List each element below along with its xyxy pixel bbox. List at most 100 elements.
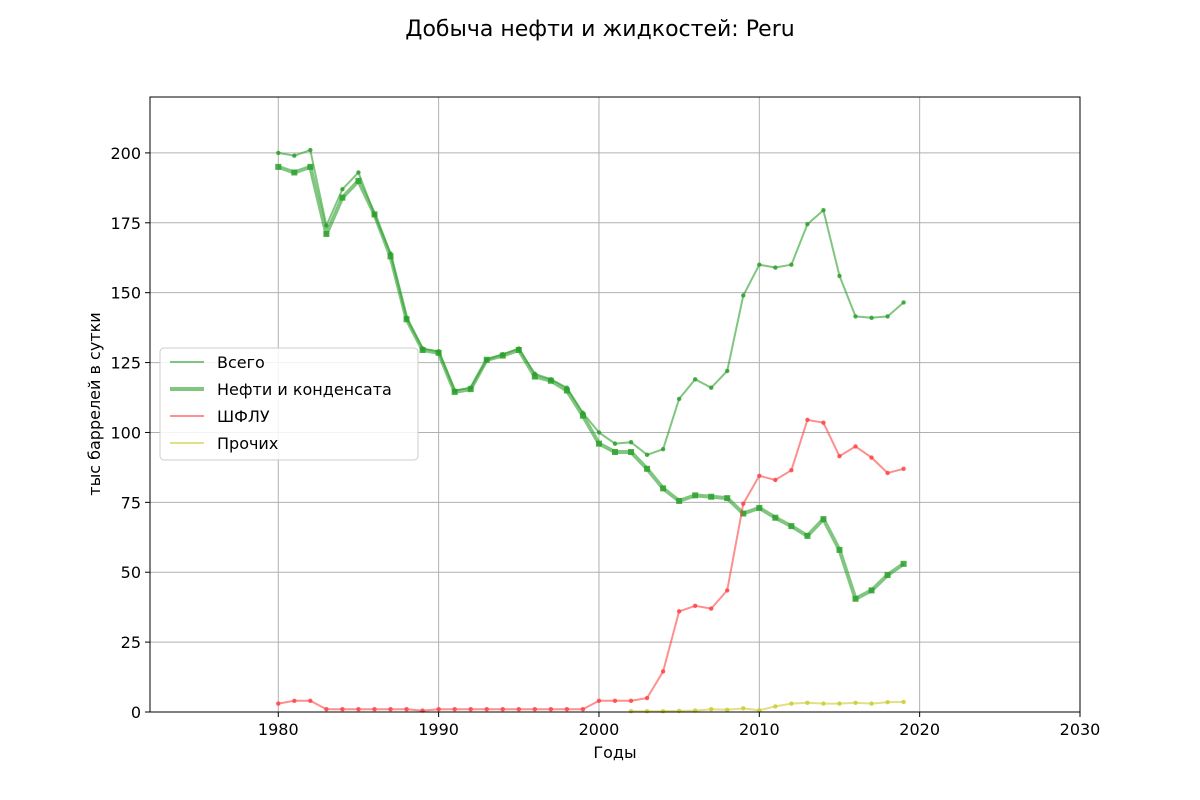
plot-frame [149, 96, 1081, 713]
data-point [355, 177, 362, 184]
y-tick-label: 200 [110, 144, 141, 163]
data-point [709, 707, 714, 712]
series-line [631, 700, 904, 713]
data-point [788, 523, 795, 530]
data-point [356, 707, 361, 712]
data-point [564, 707, 570, 712]
data-point [499, 352, 506, 359]
x-tick-label: 2000 [579, 720, 620, 739]
data-point [708, 493, 715, 500]
data-point [468, 707, 473, 712]
data-point [532, 707, 538, 712]
data-point [307, 163, 314, 170]
legend-item: ШФЛУ [170, 407, 270, 426]
data-point [725, 707, 730, 712]
axis-ticks: 1980 1990 2000 2010 2020 2030 0 25 50 75 100 125 150… [110, 144, 1100, 739]
data-point [324, 707, 329, 712]
data-point [676, 396, 682, 402]
data-point [516, 707, 521, 712]
data-point [692, 377, 698, 382]
data-point [660, 485, 667, 492]
series-2 [276, 417, 906, 713]
data-point [548, 707, 554, 712]
data-point [709, 385, 714, 390]
data-point [789, 262, 794, 267]
plot-area [275, 147, 907, 714]
data-point [388, 707, 393, 712]
data-point [340, 707, 345, 712]
legend-item: Всего [170, 353, 265, 372]
data-point [483, 356, 490, 363]
data-point [837, 701, 842, 706]
data-point [821, 208, 826, 213]
data-point [387, 253, 394, 260]
data-point [789, 701, 794, 706]
data-point [884, 572, 891, 579]
data-point [452, 707, 457, 712]
data-point [371, 211, 378, 218]
data-point [292, 153, 297, 158]
x-axis-label: Годы [593, 743, 636, 762]
legend-label: Всего [217, 353, 265, 372]
data-point [692, 603, 698, 608]
data-point [821, 420, 826, 425]
data-point [885, 470, 890, 476]
data-point [885, 314, 890, 319]
data-point [579, 412, 586, 419]
data-point [757, 473, 762, 478]
data-point [805, 221, 810, 227]
data-point [837, 273, 842, 279]
data-point [660, 708, 666, 714]
data-point [820, 516, 827, 523]
y-tick-label: 150 [110, 284, 141, 303]
data-point [644, 465, 651, 472]
y-tick-label: 175 [110, 214, 141, 233]
data-point [660, 447, 666, 452]
data-point [773, 477, 778, 483]
x-tick-label: 1990 [418, 720, 459, 739]
data-point [900, 560, 907, 567]
legend-label: Прочих [217, 434, 278, 453]
data-point [308, 147, 313, 153]
data-point [741, 706, 746, 711]
data-point [323, 230, 330, 237]
data-point [595, 440, 602, 447]
data-point [596, 430, 602, 435]
data-point [853, 444, 858, 449]
data-point [757, 262, 762, 267]
data-point [291, 169, 298, 176]
data-point [757, 708, 762, 713]
data-point [628, 449, 635, 456]
data-point [692, 492, 699, 499]
data-point [805, 700, 810, 705]
data-point [292, 698, 297, 704]
data-point [756, 504, 763, 511]
data-point [276, 701, 281, 706]
data-point [339, 194, 346, 201]
data-point [628, 698, 634, 704]
legend: Всего Нефти и конденсата ШФЛУ Прочих [159, 347, 419, 461]
data-point [868, 587, 875, 594]
series-3 [628, 699, 906, 714]
data-point [404, 707, 409, 712]
data-point [628, 440, 634, 445]
data-point [901, 300, 906, 305]
data-point [709, 606, 714, 611]
legend-box [159, 347, 419, 461]
chart-title: Добыча нефти и жидкостей: Peru [405, 17, 794, 42]
data-point [467, 386, 474, 393]
data-point [484, 707, 489, 712]
y-axis-label: тыс баррелей в сутки [85, 312, 104, 495]
data-point [869, 315, 874, 321]
data-point [740, 510, 747, 517]
x-tick-label: 2010 [739, 720, 780, 739]
data-point [500, 707, 505, 712]
data-point [451, 388, 458, 395]
data-point [901, 699, 906, 705]
data-point [836, 546, 843, 553]
data-point [612, 698, 618, 704]
data-point [308, 698, 313, 704]
data-point [644, 695, 650, 701]
data-point [837, 454, 842, 459]
